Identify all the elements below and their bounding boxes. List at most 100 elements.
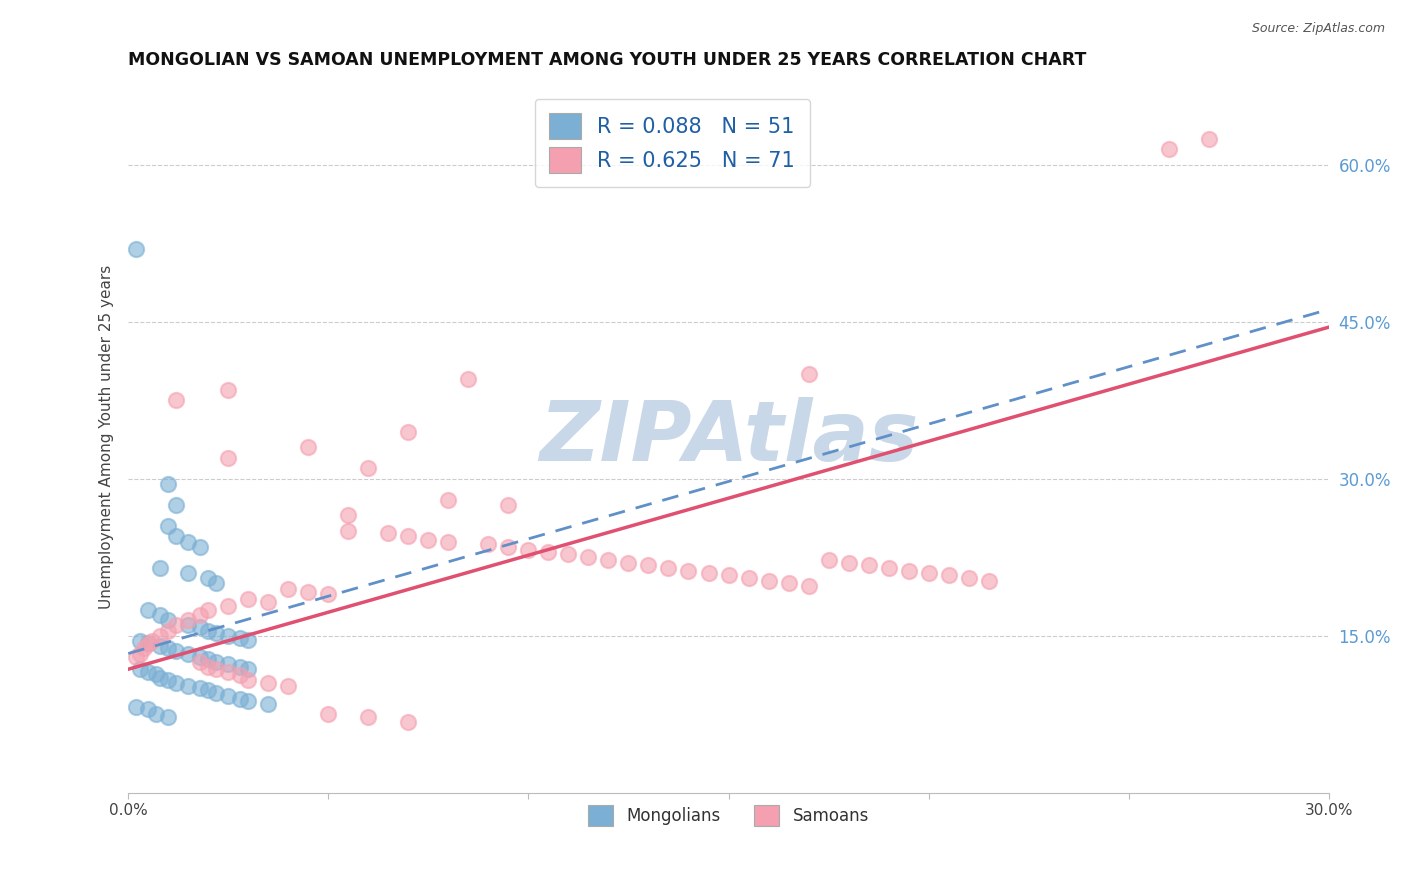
Point [149, 560, 172, 574]
Point [177, 647, 200, 661]
Point [957, 571, 980, 585]
Point [277, 679, 299, 693]
Point [437, 534, 460, 549]
Point [297, 584, 319, 599]
Point [1198, 132, 1220, 146]
Point [125, 699, 148, 714]
Point [817, 553, 839, 567]
Point [217, 383, 239, 397]
Point [188, 681, 211, 695]
Text: ZIPAtlas: ZIPAtlas [538, 397, 918, 477]
Point [337, 508, 360, 523]
Point [157, 710, 180, 724]
Point [157, 673, 180, 687]
Point [238, 673, 260, 687]
Point [197, 683, 219, 698]
Point [257, 697, 280, 711]
Point [136, 665, 159, 680]
Point [145, 667, 167, 681]
Point [136, 702, 159, 716]
Point [188, 540, 211, 554]
Point [177, 618, 200, 632]
Point [165, 618, 187, 632]
Point [136, 637, 159, 651]
Point [498, 498, 520, 512]
Point [697, 566, 720, 580]
Point [188, 649, 211, 664]
Point [188, 607, 211, 622]
Point [737, 571, 759, 585]
Point [205, 662, 228, 676]
Point [217, 599, 239, 614]
Point [537, 545, 560, 559]
Point [758, 574, 780, 589]
Point [678, 564, 700, 578]
Point [197, 624, 219, 638]
Point [238, 693, 260, 707]
Point [157, 613, 180, 627]
Point [197, 652, 219, 666]
Point [897, 564, 920, 578]
Point [297, 441, 319, 455]
Text: Source: ZipAtlas.com: Source: ZipAtlas.com [1251, 22, 1385, 36]
Point [437, 492, 460, 507]
Point [188, 655, 211, 669]
Point [177, 613, 200, 627]
Point [797, 368, 820, 382]
Point [177, 679, 200, 693]
Point [217, 690, 239, 704]
Point [177, 534, 200, 549]
Point [217, 657, 239, 671]
Point [205, 655, 228, 669]
Point [197, 660, 219, 674]
Point [149, 671, 172, 685]
Point [457, 372, 479, 386]
Point [229, 691, 252, 706]
Point [149, 639, 172, 653]
Point [141, 634, 163, 648]
Point [229, 631, 252, 645]
Point [197, 602, 219, 616]
Point [125, 649, 148, 664]
Point [129, 634, 152, 648]
Point [217, 629, 239, 643]
Point [165, 675, 187, 690]
Point [396, 714, 419, 729]
Point [797, 578, 820, 592]
Point [357, 710, 380, 724]
Point [257, 595, 280, 609]
Point [657, 560, 679, 574]
Point [217, 665, 239, 680]
Y-axis label: Unemployment Among Youth under 25 years: Unemployment Among Youth under 25 years [100, 265, 114, 609]
Point [877, 560, 900, 574]
Point [977, 574, 1000, 589]
Point [578, 550, 600, 565]
Point [157, 624, 180, 638]
Point [598, 553, 620, 567]
Point [188, 620, 211, 634]
Point [238, 662, 260, 676]
Point [637, 558, 659, 572]
Point [157, 641, 180, 656]
Point [617, 556, 640, 570]
Point [377, 526, 399, 541]
Point [205, 576, 228, 591]
Point [229, 660, 252, 674]
Point [238, 632, 260, 647]
Point [165, 644, 187, 658]
Point [177, 566, 200, 580]
Point [557, 547, 579, 561]
Point [205, 625, 228, 640]
Point [136, 636, 159, 650]
Point [858, 558, 880, 572]
Point [149, 607, 172, 622]
Point [517, 543, 540, 558]
Point [357, 461, 380, 475]
Point [165, 529, 187, 543]
Point [1157, 142, 1180, 156]
Legend: Mongolians, Samoans: Mongolians, Samoans [579, 797, 877, 834]
Point [217, 450, 239, 465]
Point [125, 242, 148, 256]
Point [129, 647, 152, 661]
Point [498, 540, 520, 554]
